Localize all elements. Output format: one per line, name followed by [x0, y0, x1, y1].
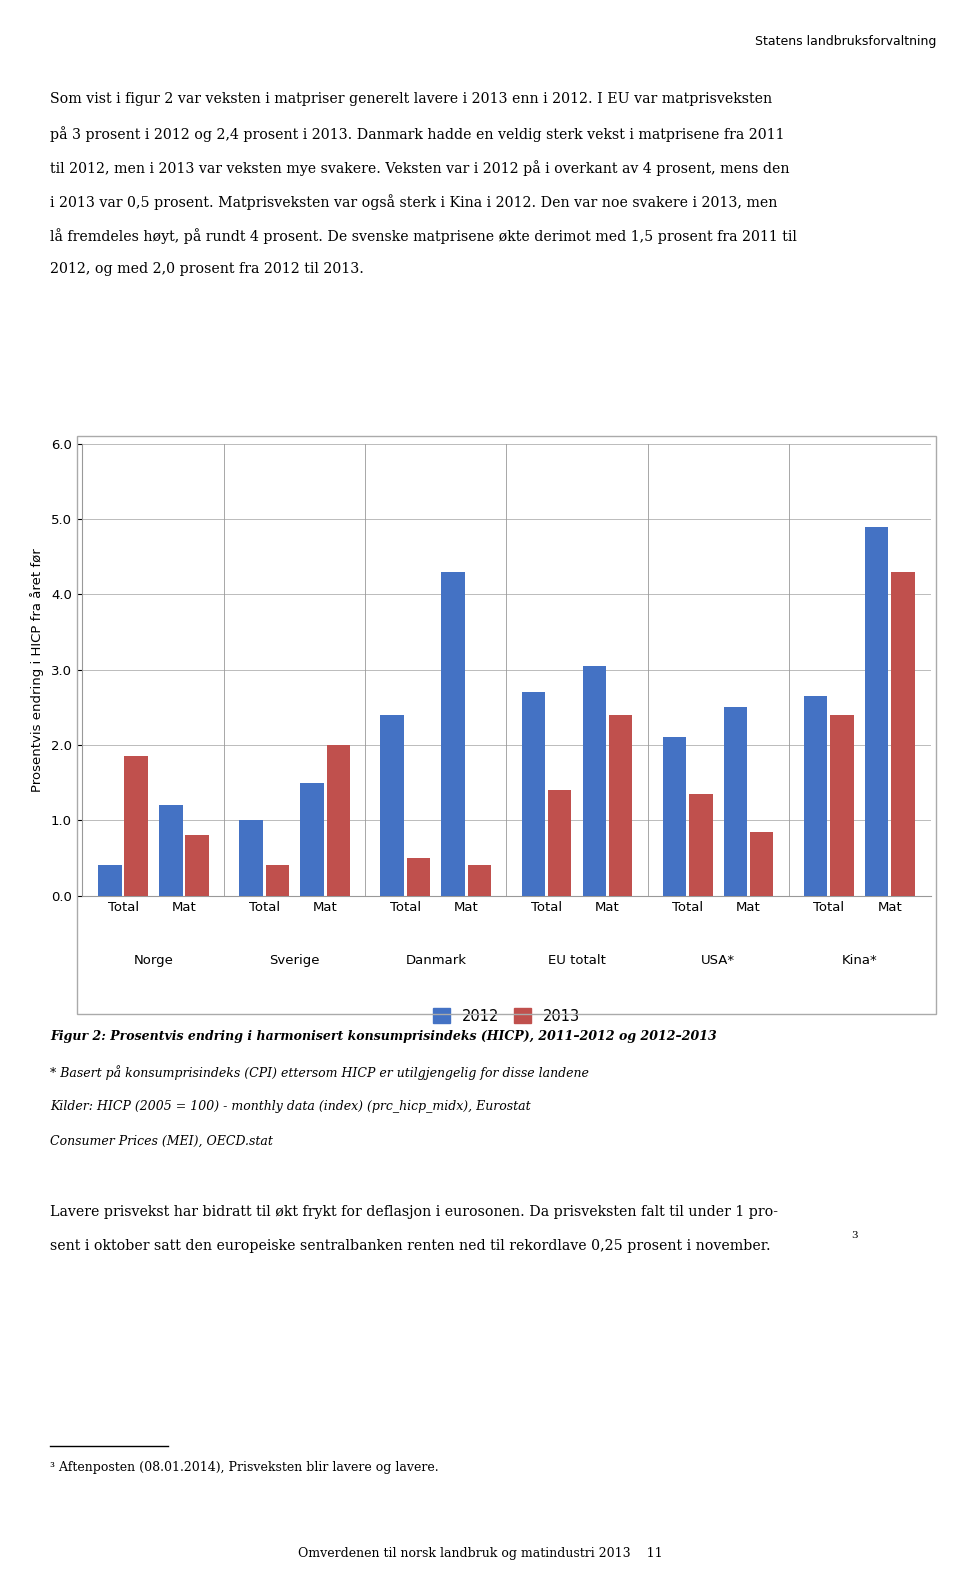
Bar [468, 865, 492, 896]
Bar [865, 526, 888, 896]
Bar [380, 715, 404, 896]
Bar [239, 821, 263, 896]
Bar [609, 715, 633, 896]
Bar [98, 865, 122, 896]
Bar [724, 707, 747, 896]
Bar [266, 865, 289, 896]
Text: * Basert på konsumprisindeks (CPI) ettersom HICP er utilgjengelig for disse land: * Basert på konsumprisindeks (CPI) etter… [50, 1065, 588, 1079]
Text: ³ Aftenposten (08.01.2014), Prisveksten blir lavere og lavere.: ³ Aftenposten (08.01.2014), Prisveksten … [50, 1461, 439, 1474]
Text: EU totalt: EU totalt [548, 954, 606, 967]
Bar [407, 857, 430, 896]
Bar [662, 737, 686, 896]
Text: sent i oktober satt den europeiske sentralbanken renten ned til rekordlave 0,25 : sent i oktober satt den europeiske sentr… [50, 1239, 771, 1252]
Text: Sverige: Sverige [270, 954, 320, 967]
Text: Omverdenen til norsk landbruk og matindustri 2013    11: Omverdenen til norsk landbruk og matindu… [298, 1547, 662, 1560]
Bar [830, 715, 853, 896]
Text: 3: 3 [852, 1230, 858, 1239]
Bar [442, 572, 465, 896]
Bar [521, 693, 545, 896]
Y-axis label: Prosentvis endring i HICP fra året før: Prosentvis endring i HICP fra året før [30, 548, 44, 791]
Text: Consumer Prices (MEI), OECD.stat: Consumer Prices (MEI), OECD.stat [50, 1135, 273, 1148]
Bar [891, 572, 915, 896]
Text: Norge: Norge [133, 954, 174, 967]
Bar [300, 783, 324, 896]
Text: lå fremdeles høyt, på rundt 4 prosent. De svenske matprisene økte derimot med 1,: lå fremdeles høyt, på rundt 4 prosent. D… [50, 228, 797, 244]
Text: Kina*: Kina* [841, 954, 877, 967]
Bar [548, 789, 571, 896]
Bar [689, 794, 712, 896]
Text: Danmark: Danmark [405, 954, 467, 967]
Bar [125, 756, 148, 896]
Bar [583, 666, 606, 896]
Text: USA*: USA* [701, 954, 735, 967]
Text: i 2013 var 0,5 prosent. Matprisveksten var også sterk i Kina i 2012. Den var noe: i 2013 var 0,5 prosent. Matprisveksten v… [50, 195, 778, 211]
Text: Lavere prisvekst har bidratt til økt frykt for deflasjon i eurosonen. Da prisvek: Lavere prisvekst har bidratt til økt fry… [50, 1205, 778, 1219]
Legend: 2012, 2013: 2012, 2013 [433, 1008, 580, 1024]
Bar [804, 696, 828, 896]
Bar [185, 835, 209, 896]
Bar [159, 805, 182, 896]
Text: til 2012, men i 2013 var veksten mye svakere. Veksten var i 2012 på i overkant a: til 2012, men i 2013 var veksten mye sva… [50, 160, 789, 176]
Text: Statens landbruksforvaltning: Statens landbruksforvaltning [755, 35, 936, 48]
Text: på 3 prosent i 2012 og 2,4 prosent i 2013. Danmark hadde en veldig sterk vekst i: på 3 prosent i 2012 og 2,4 prosent i 201… [50, 125, 784, 143]
Bar [326, 745, 350, 896]
Text: Som vist i figur 2 var veksten i matpriser generelt lavere i 2013 enn i 2012. I : Som vist i figur 2 var veksten i matpris… [50, 92, 772, 106]
Text: 2012, og med 2,0 prosent fra 2012 til 2013.: 2012, og med 2,0 prosent fra 2012 til 20… [50, 262, 364, 276]
Text: Figur 2: Prosentvis endring i harmonisert konsumprisindeks (HICP), 2011–2012 og : Figur 2: Prosentvis endring i harmoniser… [50, 1030, 717, 1043]
Bar [750, 832, 774, 896]
Text: Kilder: HICP (2005 = 100) - monthly data (index) (prc_hicp_midx), Eurostat: Kilder: HICP (2005 = 100) - monthly data… [50, 1100, 531, 1113]
